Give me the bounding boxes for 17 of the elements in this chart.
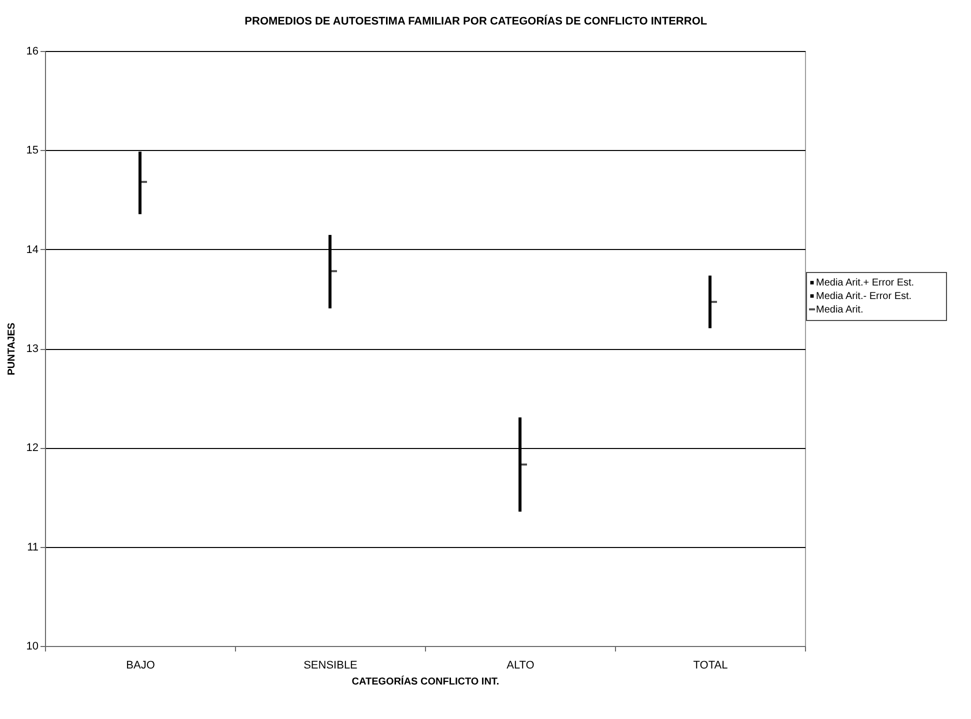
x-tick-label: SENSIBLE xyxy=(304,660,358,672)
y-tick-label: 11 xyxy=(27,541,38,554)
y-axis-title: PUNTAJES xyxy=(6,322,18,376)
x-axis-title: CATEGORÍAS CONFLICTO INT. xyxy=(352,676,500,688)
x-tick-label: TOTAL xyxy=(693,660,728,672)
y-tick-label: 12 xyxy=(26,442,38,454)
legend-label: Media Arit.+ Error Est. xyxy=(816,278,914,289)
legend-label: Media Arit. xyxy=(816,304,864,316)
y-tick-label: 13 xyxy=(26,343,38,355)
legend-label: Media Arit.- Error Est. xyxy=(816,291,912,302)
x-tick-label: ALTO xyxy=(506,660,535,672)
y-tick-label: 14 xyxy=(26,244,38,256)
y-tick-label: 16 xyxy=(26,46,38,58)
x-tick-label: BAJO xyxy=(126,660,156,672)
y-tick-label: 10 xyxy=(26,640,38,652)
chart-title: PROMEDIOS DE AUTOESTIMA FAMILIAR POR CATEGORÍAS DE CONFLICTO INTERROL xyxy=(244,14,708,28)
y-tick-label: 15 xyxy=(26,144,38,157)
